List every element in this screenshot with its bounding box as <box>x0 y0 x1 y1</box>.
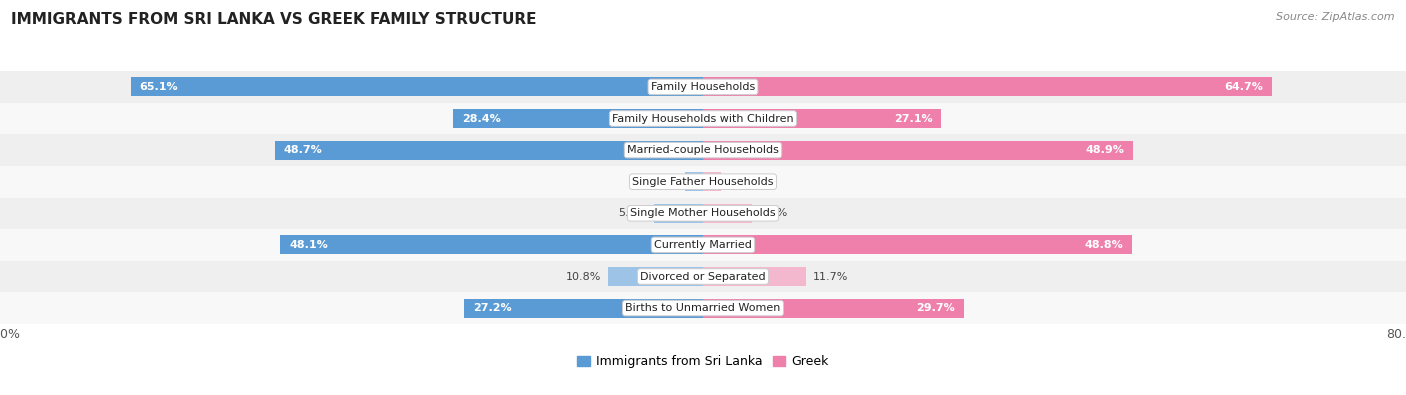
Bar <box>0 292 1406 324</box>
Legend: Immigrants from Sri Lanka, Greek: Immigrants from Sri Lanka, Greek <box>572 350 834 373</box>
Bar <box>131 77 703 96</box>
Text: 29.7%: 29.7% <box>917 303 955 313</box>
Bar <box>454 109 703 128</box>
Text: 11.7%: 11.7% <box>813 271 848 282</box>
Bar <box>703 77 1271 96</box>
Text: 48.7%: 48.7% <box>284 145 322 155</box>
Bar <box>0 261 1406 292</box>
Bar <box>276 141 703 160</box>
Text: Source: ZipAtlas.com: Source: ZipAtlas.com <box>1277 12 1395 22</box>
Bar <box>703 141 1133 160</box>
Bar <box>703 235 1132 254</box>
Text: 2.0%: 2.0% <box>650 177 678 187</box>
Text: 27.2%: 27.2% <box>472 303 512 313</box>
Text: 48.8%: 48.8% <box>1084 240 1123 250</box>
Text: 5.6%: 5.6% <box>759 208 787 218</box>
Bar <box>280 235 703 254</box>
Bar <box>654 204 703 223</box>
Bar <box>0 103 1406 134</box>
Text: 48.9%: 48.9% <box>1085 145 1123 155</box>
Text: Family Households with Children: Family Households with Children <box>612 113 794 124</box>
Bar <box>0 229 1406 261</box>
Bar <box>686 172 703 191</box>
Text: Births to Unmarried Women: Births to Unmarried Women <box>626 303 780 313</box>
Text: Divorced or Separated: Divorced or Separated <box>640 271 766 282</box>
Bar <box>0 198 1406 229</box>
Bar <box>703 267 806 286</box>
Bar <box>703 172 721 191</box>
Bar <box>0 71 1406 103</box>
Bar <box>609 267 703 286</box>
Bar <box>703 204 752 223</box>
Bar <box>703 299 965 318</box>
Bar <box>703 109 941 128</box>
Text: IMMIGRANTS FROM SRI LANKA VS GREEK FAMILY STRUCTURE: IMMIGRANTS FROM SRI LANKA VS GREEK FAMIL… <box>11 12 537 27</box>
Text: 5.6%: 5.6% <box>619 208 647 218</box>
Bar <box>0 134 1406 166</box>
Text: Married-couple Households: Married-couple Households <box>627 145 779 155</box>
Text: 10.8%: 10.8% <box>565 271 602 282</box>
Text: Single Mother Households: Single Mother Households <box>630 208 776 218</box>
Text: Family Households: Family Households <box>651 82 755 92</box>
Bar <box>464 299 703 318</box>
Text: 27.1%: 27.1% <box>894 113 932 124</box>
Text: 48.1%: 48.1% <box>290 240 328 250</box>
Text: Currently Married: Currently Married <box>654 240 752 250</box>
Bar <box>0 166 1406 198</box>
Text: 28.4%: 28.4% <box>463 113 501 124</box>
Text: 64.7%: 64.7% <box>1223 82 1263 92</box>
Text: Single Father Households: Single Father Households <box>633 177 773 187</box>
Text: 2.1%: 2.1% <box>728 177 756 187</box>
Text: 65.1%: 65.1% <box>139 82 179 92</box>
